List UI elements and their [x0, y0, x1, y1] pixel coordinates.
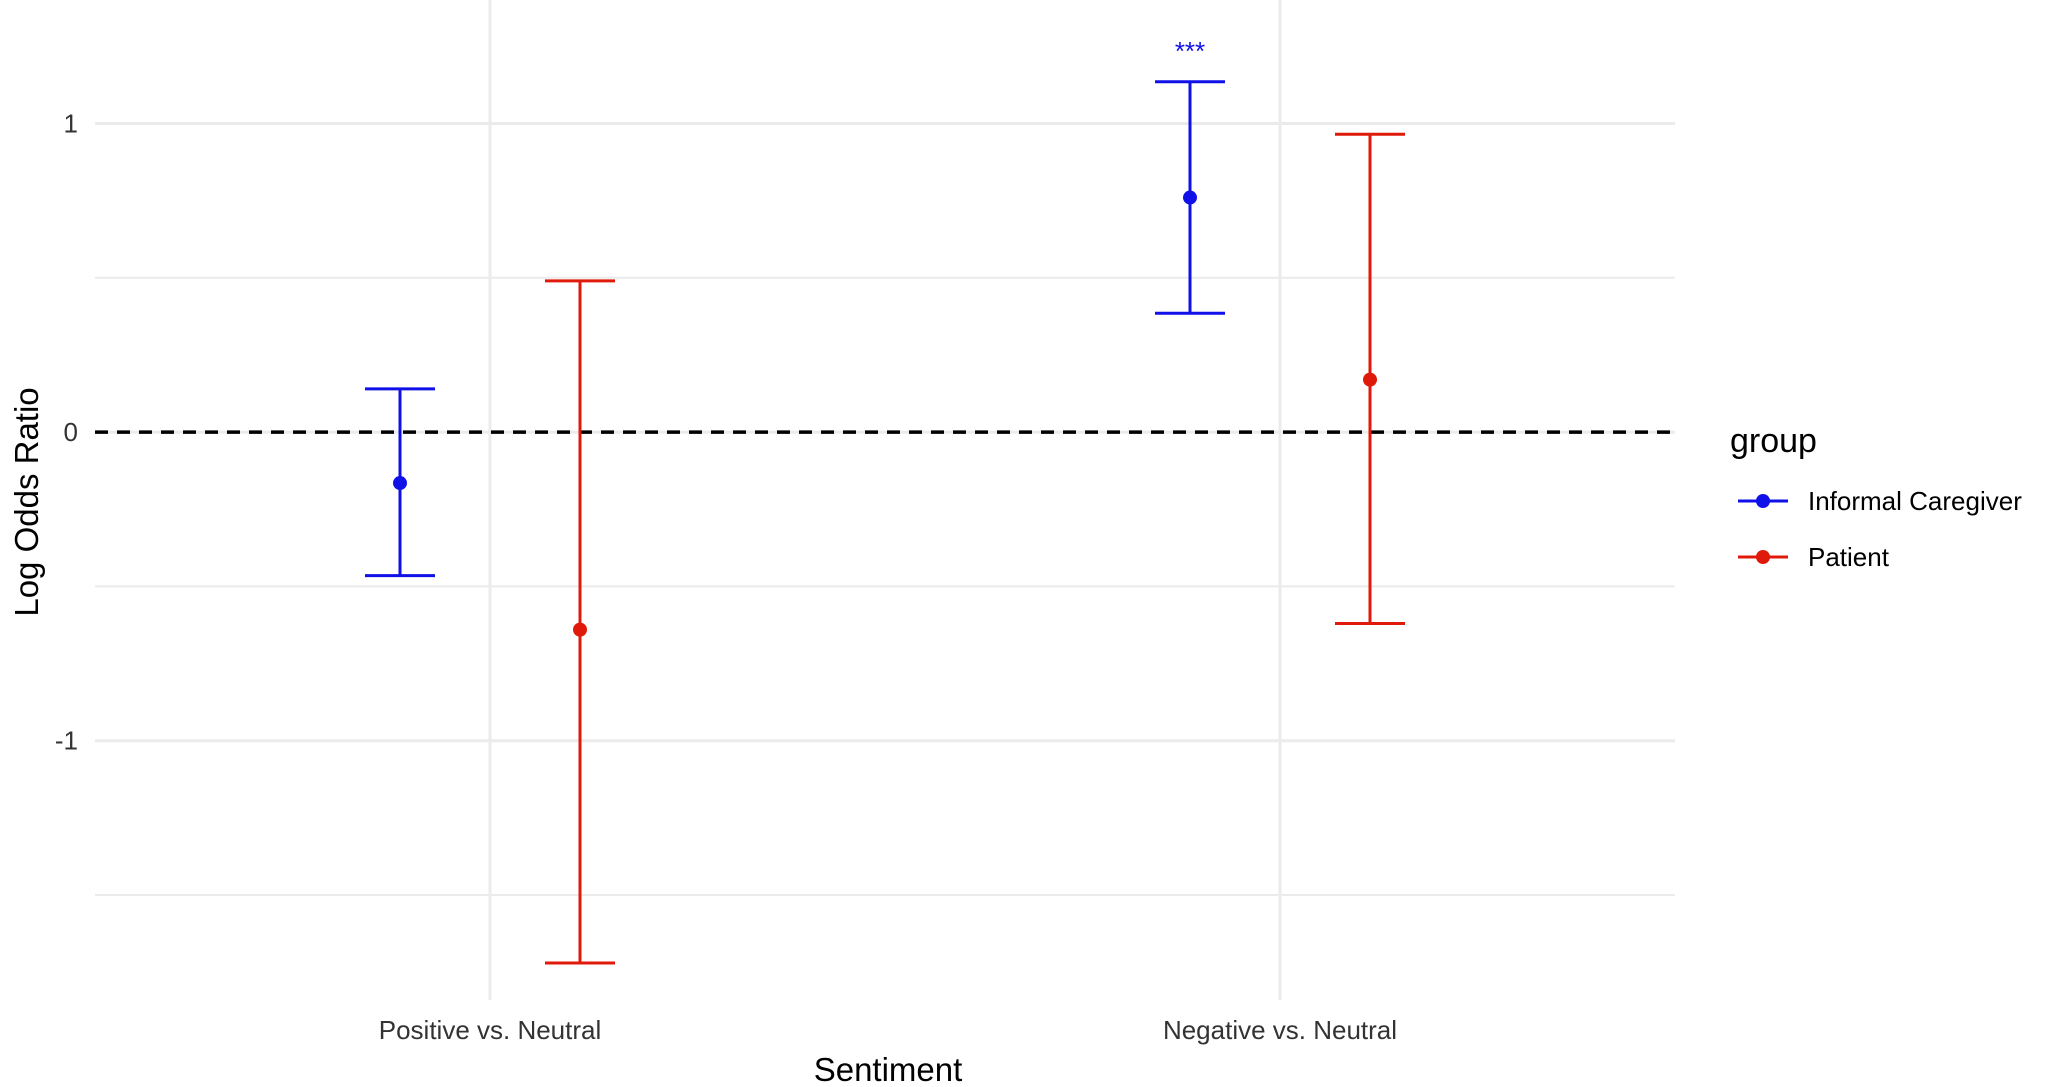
- errorbar-group: ***: [1155, 36, 1225, 315]
- point-estimate: [573, 622, 587, 637]
- legend-label: Patient: [1808, 542, 1890, 572]
- legend-title: group: [1730, 422, 1817, 460]
- errorbar-group: [545, 279, 615, 965]
- significance-label: ***: [1175, 36, 1205, 66]
- point-estimate: [1183, 190, 1197, 205]
- legend-item: Patient: [1738, 542, 1890, 572]
- y-tick-label: 1: [64, 108, 78, 138]
- legend-label: Informal Caregiver: [1808, 486, 2022, 516]
- x-tick-label: Positive vs. Neutral: [379, 1015, 602, 1045]
- point-estimate: [1363, 372, 1377, 387]
- errorbar-group: [1335, 132, 1405, 625]
- legend-point-swatch: [1756, 550, 1770, 564]
- grid: [95, 0, 1675, 1000]
- errorbar-group: [365, 387, 435, 578]
- y-tick-label: -1: [55, 726, 78, 756]
- axes: -1 0 1 Positive vs. Neutral Negative vs. Neu…: [55, 108, 1397, 1045]
- legend-item: Informal Caregiver: [1738, 486, 2022, 516]
- legend-point-swatch: [1756, 494, 1770, 508]
- y-axis-title: Log Odds Ratio: [8, 387, 45, 616]
- x-axis-title: Sentiment: [814, 1051, 963, 1087]
- y-tick-label: 0: [64, 417, 78, 447]
- x-tick-label: Negative vs. Neutral: [1163, 1015, 1397, 1045]
- series-group: ***: [365, 36, 1405, 965]
- point-estimate: [393, 476, 407, 491]
- legend: group Informal Caregiver Patient: [1730, 422, 2022, 572]
